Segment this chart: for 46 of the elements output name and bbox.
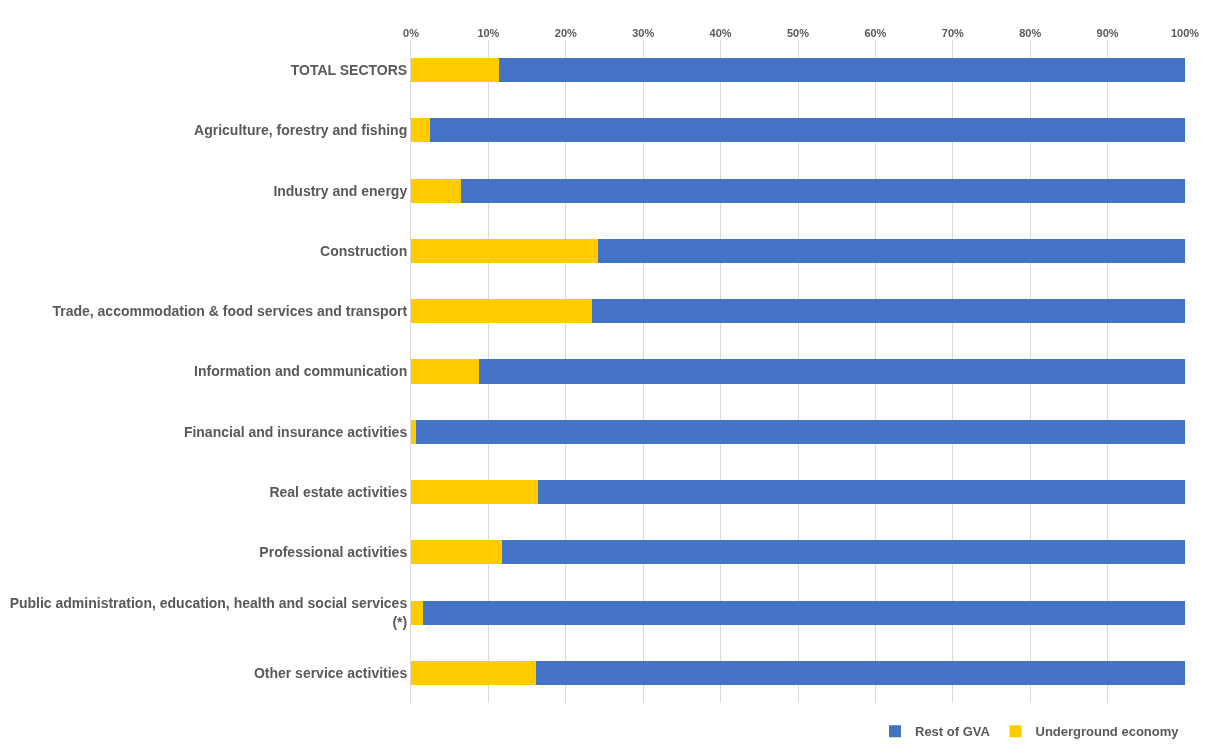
bar bbox=[536, 660, 1185, 685]
legend-label: Underground economy bbox=[1035, 724, 1180, 740]
y-tick-label: Public administration, education, health and social services (*) bbox=[9, 595, 408, 630]
bar bbox=[411, 238, 599, 264]
y-tick-label: TOTAL SECTORS bbox=[290, 62, 408, 79]
bar bbox=[411, 58, 500, 83]
bar bbox=[411, 660, 537, 685]
x-tick-label: 10% bbox=[477, 26, 500, 39]
bar bbox=[598, 238, 1185, 264]
y-tick-label: Financial and insurance activities bbox=[183, 423, 408, 440]
bar bbox=[411, 479, 538, 505]
y-tick-label: Agriculture, forestry and fishing bbox=[194, 122, 408, 139]
x-tick-label: 0% bbox=[403, 26, 420, 39]
bar bbox=[461, 178, 1185, 203]
bar bbox=[501, 540, 1185, 565]
bar bbox=[499, 58, 1185, 83]
bar bbox=[411, 540, 502, 565]
bar bbox=[415, 419, 1185, 444]
x-tick-label: 30% bbox=[632, 26, 655, 39]
bar bbox=[411, 178, 462, 203]
y-tick-label: Professional activities bbox=[259, 544, 408, 561]
y-tick-label: Trade, accommodation & food services and transport bbox=[52, 303, 408, 320]
bar bbox=[537, 479, 1185, 505]
bar bbox=[411, 299, 593, 324]
y-tick-label: Real estate activities bbox=[269, 483, 408, 500]
bar bbox=[411, 359, 480, 384]
bar bbox=[422, 600, 1185, 625]
x-tick-label: 100% bbox=[1170, 26, 1200, 39]
x-tick-label: 50% bbox=[786, 26, 810, 39]
bar bbox=[411, 419, 416, 444]
x-tick-label: 70% bbox=[941, 26, 965, 39]
x-tick-label: 60% bbox=[864, 26, 887, 39]
x-tick-label: 20% bbox=[554, 26, 578, 39]
x-tick-label: 90% bbox=[1096, 26, 1119, 39]
bar bbox=[479, 359, 1185, 384]
y-tick-label: Information and communication bbox=[194, 363, 408, 380]
x-tick-label: 40% bbox=[709, 26, 732, 39]
legend-label: Rest of GVA bbox=[915, 724, 991, 740]
bar bbox=[592, 299, 1185, 324]
bar bbox=[430, 118, 1185, 143]
y-tick-label: Industry and energy bbox=[273, 182, 408, 199]
y-tick-label: Construction bbox=[320, 242, 408, 259]
x-tick-label: 80% bbox=[1019, 26, 1042, 39]
bar bbox=[411, 600, 423, 625]
y-tick-label: Other service activities bbox=[253, 664, 408, 681]
bar bbox=[411, 118, 431, 143]
